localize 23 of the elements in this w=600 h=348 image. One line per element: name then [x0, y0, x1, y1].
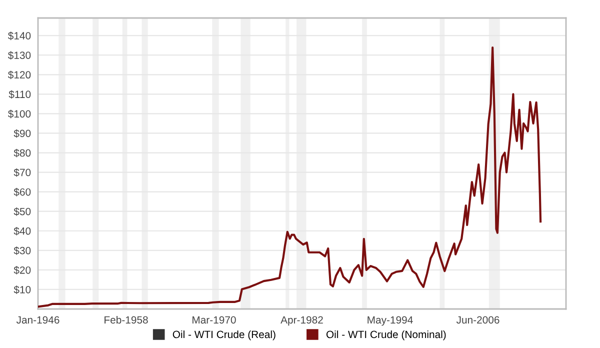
legend-label: Oil - WTI Crude (Nominal) [326, 330, 446, 340]
y-tick-label: $50 [14, 207, 31, 216]
y-tick-label: $40 [14, 226, 31, 236]
y-tick-label: $100 [8, 110, 31, 118]
line-series [38, 46, 542, 308]
x-tick-label: May-1994 [368, 316, 413, 326]
y-tick-label: $120 [8, 70, 31, 80]
legend-label: Oil - WTI Crude (Real) [172, 330, 276, 340]
y-tick-label: $90 [14, 129, 31, 138]
y-tick-label: $60 [14, 188, 31, 196]
y-tick-label: $140 [8, 32, 31, 40]
x-tick-label: Jun-2006 [456, 316, 500, 324]
y-tick-label: $70 [14, 168, 31, 177]
x-tick-label: Apr-1982 [280, 316, 323, 326]
x-tick-label: Feb-1958 [104, 316, 148, 324]
y-tick-label: $130 [8, 51, 31, 60]
x-tick-label: Jan-1946 [16, 316, 60, 324]
y-tick-label: $110 [8, 90, 31, 99]
y-tick-label: $10 [14, 286, 31, 294]
y-tick-label: $30 [14, 246, 31, 255]
x-tick-label: Mar-1970 [192, 316, 236, 324]
y-tick-label: $80 [14, 148, 31, 158]
y-tick-label: $20 [14, 266, 31, 274]
